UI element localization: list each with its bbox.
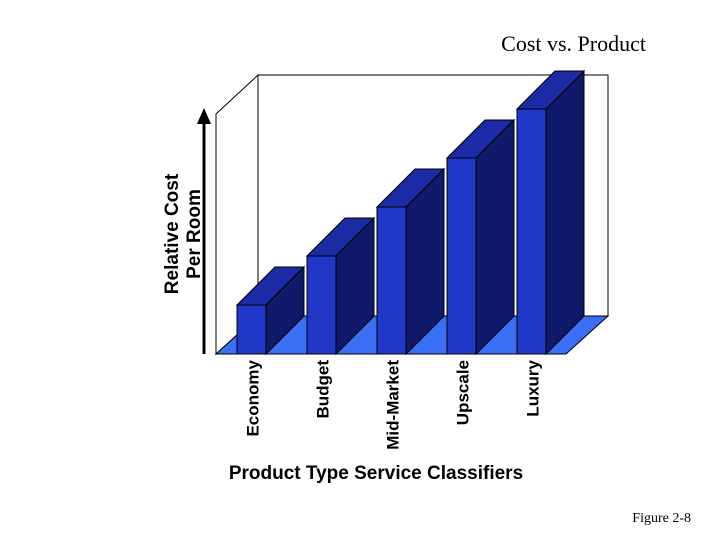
y-axis-label: Relative Cost Per Room — [162, 173, 205, 294]
category-label: Economy — [244, 359, 263, 436]
bar-side — [475, 118, 515, 356]
bar-front — [236, 304, 267, 355]
bar-economy — [235, 265, 306, 356]
figure-label: Figure 2-8 — [632, 511, 691, 526]
bar-upscale — [445, 118, 516, 356]
category-label: Upscale — [454, 360, 473, 425]
bars-group — [235, 69, 586, 356]
category-labels: Economy Budget Mid-Market Upscale Luxury — [244, 359, 543, 449]
category-label: Mid-Market — [384, 360, 403, 450]
bar-mid-market — [375, 167, 446, 356]
bar-luxury — [515, 69, 586, 356]
bar-front — [516, 108, 547, 355]
chart-title: Cost vs. Product — [501, 31, 646, 56]
bar-budget — [305, 216, 376, 356]
y-axis-arrowhead — [197, 108, 211, 124]
bar-front — [446, 157, 477, 355]
bar-front — [376, 206, 407, 355]
y-axis-label-line-1: Relative Cost — [162, 173, 183, 294]
bar-side — [545, 69, 585, 356]
category-label: Luxury — [524, 359, 543, 416]
x-axis-label: Product Type Service Classifiers — [229, 463, 523, 484]
y-axis-label-line-2: Per Room — [184, 189, 205, 279]
category-label: Budget — [314, 360, 333, 419]
bar-front — [306, 255, 337, 355]
